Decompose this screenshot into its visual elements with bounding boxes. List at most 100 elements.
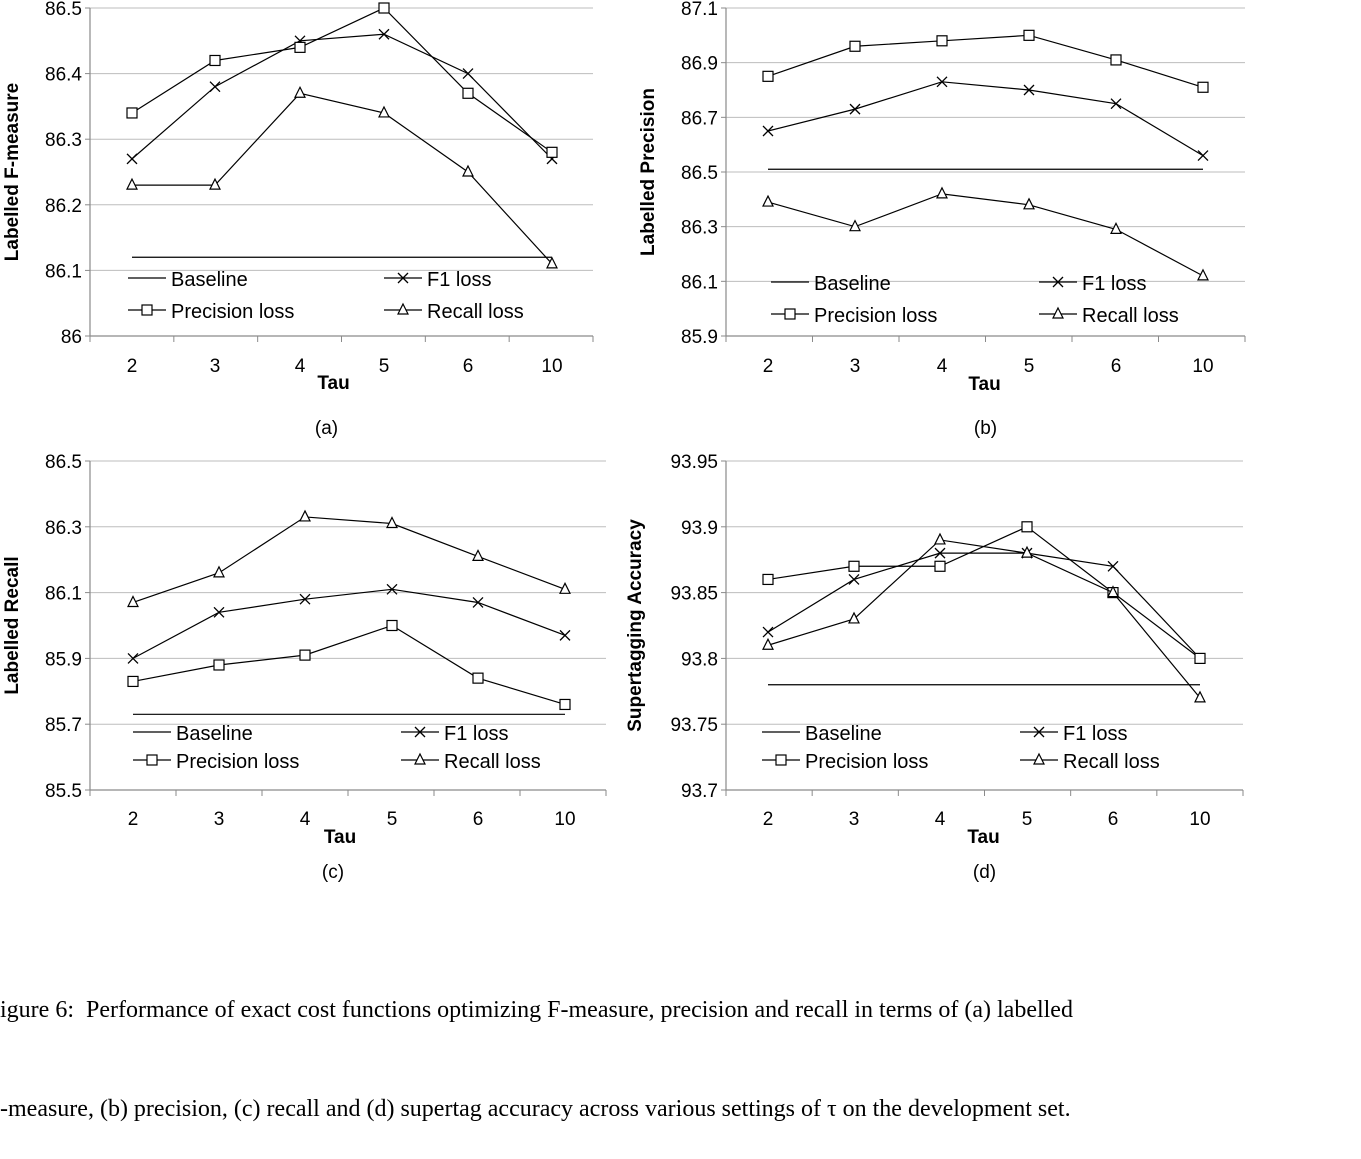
legend-label-f1-loss: F1 loss — [427, 269, 491, 291]
legend-label-baseline: Baseline — [805, 723, 882, 745]
x-axis-title: Tau — [324, 827, 356, 848]
legend-label-precision-loss: Precision loss — [805, 751, 928, 773]
series-line-f1-loss — [767, 552, 1201, 659]
data-point-f1-loss — [934, 547, 946, 559]
legend: Baseline F1 loss Precision loss Recall loss — [133, 723, 541, 773]
data-point-precision-loss — [936, 35, 948, 47]
data-point-recall-loss — [378, 105, 390, 118]
y-axis-title: Labelled Recall — [2, 556, 23, 694]
legend-marker-precision-loss — [784, 308, 796, 320]
y-tick-label: 93.8 — [681, 649, 718, 670]
y-tick-label: 86.1 — [45, 261, 82, 282]
x-tick-label: 10 — [1189, 809, 1210, 830]
legend-label-recall-loss: Recall loss — [1063, 751, 1160, 773]
legend-label-f1-loss: F1 loss — [1082, 273, 1146, 295]
y-tick-label: 85.5 — [45, 781, 82, 802]
legend: Baseline F1 loss Precision loss Recall loss — [762, 723, 1160, 773]
legend-marker-f1-loss — [1033, 726, 1045, 738]
series-line-recall-loss — [767, 539, 1201, 699]
legend-label-recall-loss: Recall loss — [444, 751, 541, 773]
x-tick-label: 5 — [387, 809, 398, 830]
legend-marker-f1-loss — [414, 726, 426, 738]
legend-marker-f1-loss — [397, 272, 409, 284]
data-point-recall-loss — [1197, 268, 1209, 281]
data-point-precision-loss — [462, 87, 474, 99]
data-point-recall-loss — [294, 85, 306, 98]
data-point-precision-loss — [546, 146, 558, 158]
x-tick-label: 10 — [541, 356, 562, 377]
data-point-recall-loss — [299, 509, 311, 522]
data-point-f1-loss — [209, 81, 221, 93]
x-tick-label: 3 — [214, 809, 225, 830]
x-tick-label: 4 — [935, 809, 946, 830]
legend-marker-precision-loss — [141, 304, 153, 316]
figure: 86 86.1 86.2 86.3 86.4 86.5 2 3 4 5 6 10 Tau Labelled… — [2, 0, 1246, 883]
data-point-recall-loss — [934, 532, 946, 545]
data-point-precision-loss — [1110, 54, 1122, 66]
y-tick-label: 93.95 — [670, 452, 718, 473]
x-tick-label: 2 — [763, 356, 774, 377]
data-point-precision-loss — [378, 2, 390, 14]
legend: Baseline F1 loss Precision loss Recall loss — [771, 273, 1179, 327]
data-point-precision-loss — [127, 675, 139, 688]
data-point-f1-loss — [848, 573, 860, 585]
legend-marker-recall-loss — [397, 302, 409, 315]
y-tick-label: 86.7 — [681, 108, 718, 129]
data-point-precision-loss — [1023, 29, 1035, 41]
x-tick-label: 6 — [1108, 809, 1119, 830]
y-tick-label: 86.5 — [45, 0, 82, 20]
panel-label: (c) — [322, 862, 344, 883]
series-line-f1-loss — [131, 33, 553, 160]
legend-marker-recall-loss — [1052, 306, 1064, 319]
y-tick-label: 93.9 — [681, 518, 718, 539]
data-point-f1-loss — [386, 583, 398, 595]
y-tick-label: 85.7 — [45, 715, 82, 736]
x-tick-label: 5 — [1022, 809, 1033, 830]
data-point-recall-loss — [127, 595, 139, 608]
legend-label-baseline: Baseline — [176, 723, 253, 745]
data-point-f1-loss — [559, 629, 571, 641]
data-point-recall-loss — [559, 581, 571, 594]
data-point-recall-loss — [213, 565, 225, 578]
data-point-recall-loss — [1023, 197, 1035, 210]
panel-label: (b) — [974, 418, 997, 439]
x-axis-title: Tau — [317, 373, 349, 394]
data-point-precision-loss — [209, 54, 221, 67]
data-point-recall-loss — [849, 219, 861, 232]
legend-marker-precision-loss — [775, 754, 787, 766]
panel-label: (a) — [315, 418, 338, 439]
legend-label-baseline: Baseline — [171, 269, 248, 291]
x-tick-label: 6 — [463, 356, 474, 377]
y-tick-label: 85.9 — [45, 649, 82, 670]
data-point-recall-loss — [472, 549, 484, 562]
data-point-precision-loss — [848, 560, 860, 572]
chart-panel-d: 93.7 93.75 93.8 93.85 93.9 93.95 2 3 4 5 6 10 Tau Sup… — [625, 452, 1244, 883]
legend-label-recall-loss: Recall loss — [427, 301, 524, 323]
x-tick-label: 3 — [210, 356, 221, 377]
x-tick-label: 10 — [554, 809, 575, 830]
data-point-recall-loss — [762, 637, 774, 650]
series-line-recall-loss — [132, 516, 566, 604]
figure-caption: igure 6: Performance of exact cost funct… — [0, 928, 1361, 1159]
data-point-recall-loss — [209, 177, 221, 190]
legend: Baseline F1 loss Precision loss Recall loss — [128, 269, 524, 323]
y-tick-label: 85.9 — [681, 327, 718, 348]
legend-label-precision-loss: Precision loss — [171, 301, 294, 323]
data-point-recall-loss — [936, 186, 948, 199]
caption-line-1: igure 6: Performance of exact cost funct… — [0, 997, 1073, 1023]
y-tick-label: 93.7 — [681, 781, 718, 802]
data-point-f1-loss — [472, 597, 484, 608]
y-tick-label: 86.3 — [681, 218, 718, 239]
series-line-recall-loss — [767, 193, 1204, 277]
y-tick-label: 86.5 — [45, 452, 82, 473]
data-point-f1-loss — [1110, 98, 1122, 110]
y-axis-title: Labelled F-measure — [2, 83, 23, 261]
chart-panel-a: 86 86.1 86.2 86.3 86.4 86.5 2 3 4 5 6 10 Tau Labelled… — [2, 0, 594, 439]
data-point-f1-loss — [762, 626, 774, 638]
legend-label-precision-loss: Precision loss — [814, 305, 937, 327]
data-point-f1-loss — [213, 606, 225, 618]
y-tick-label: 86.3 — [45, 518, 82, 539]
x-tick-label: 6 — [1111, 356, 1122, 377]
legend-label-f1-loss: F1 loss — [1063, 723, 1127, 745]
series-line-f1-loss — [132, 588, 566, 659]
